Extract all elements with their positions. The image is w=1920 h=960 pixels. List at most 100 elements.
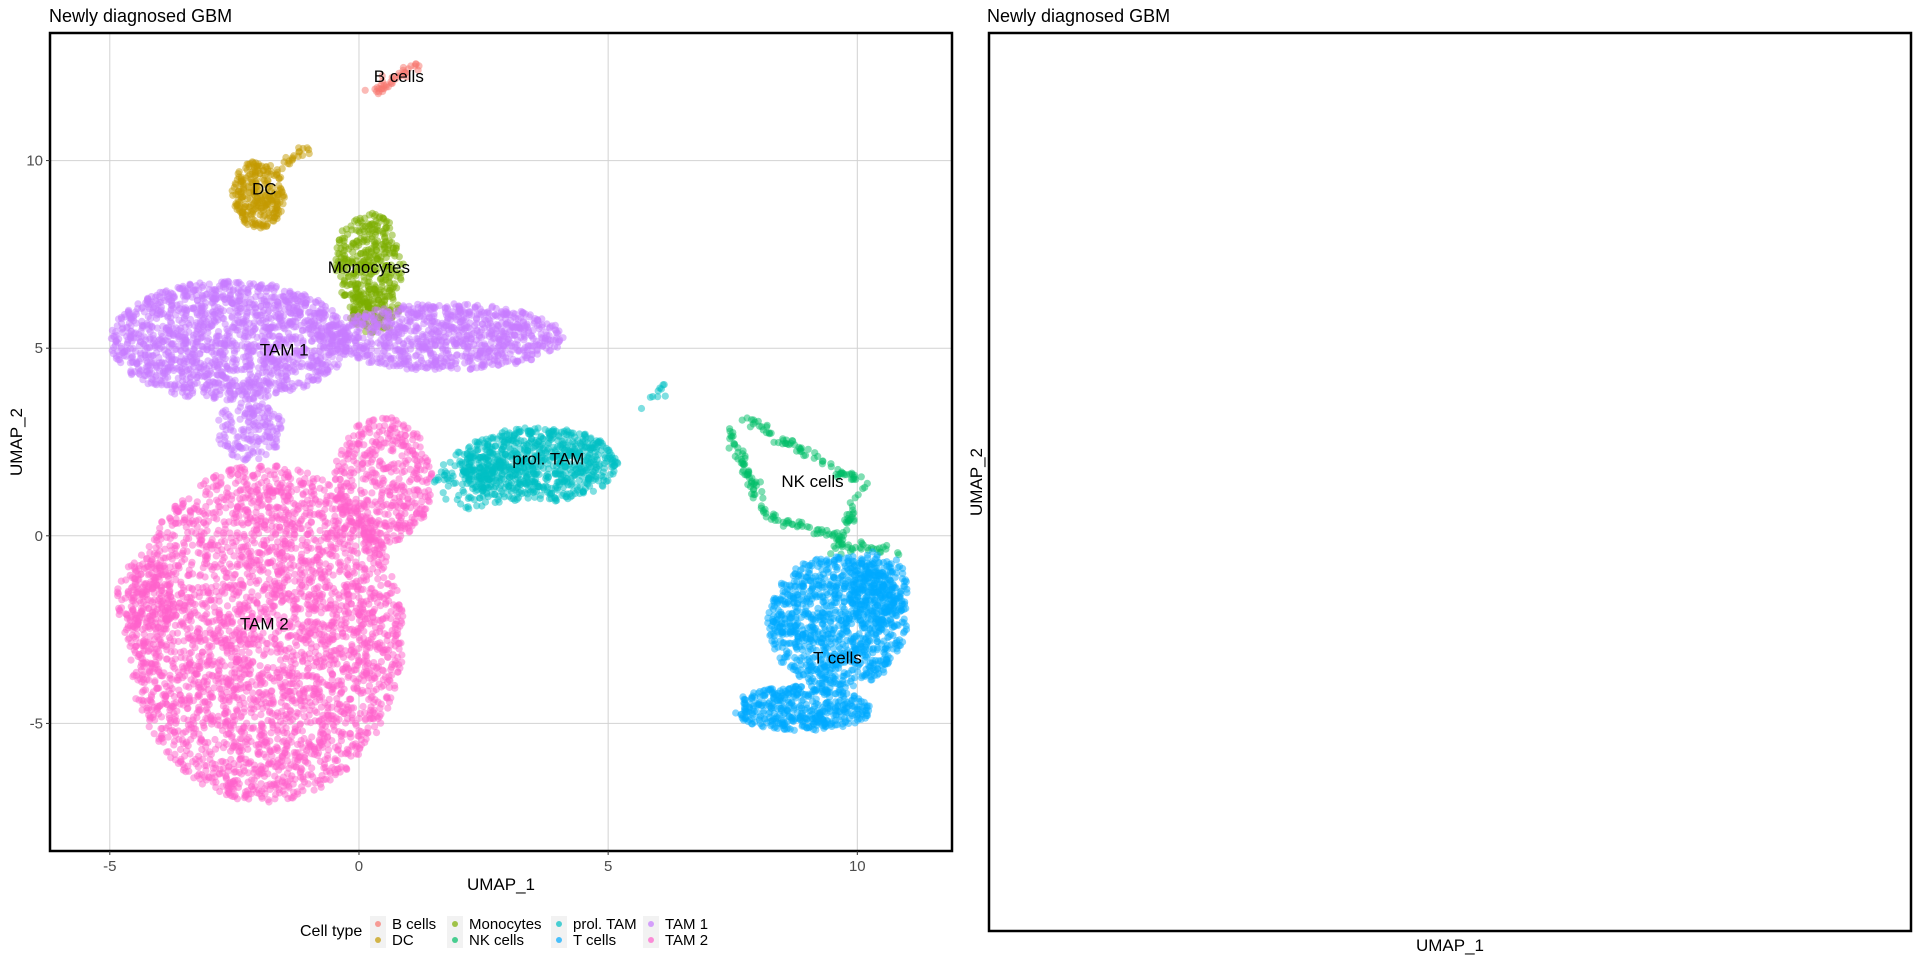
data-point xyxy=(277,423,285,431)
data-point xyxy=(521,344,529,352)
data-point xyxy=(198,291,206,299)
data-point xyxy=(328,590,336,598)
data-point xyxy=(414,363,422,371)
data-point xyxy=(381,360,389,368)
data-point xyxy=(308,337,316,345)
data-point xyxy=(251,219,260,227)
data-point xyxy=(252,308,260,317)
data-point xyxy=(320,313,328,321)
data-point xyxy=(533,350,542,358)
data-point xyxy=(220,360,228,368)
data-point xyxy=(340,234,349,242)
data-point xyxy=(190,286,198,294)
data-point xyxy=(411,352,419,360)
data-point xyxy=(247,341,255,349)
data-point xyxy=(161,554,170,562)
data-point xyxy=(274,372,282,380)
data-point xyxy=(253,194,261,202)
data-point xyxy=(262,314,270,323)
data-point xyxy=(234,407,242,415)
data-point xyxy=(174,637,182,646)
data-point xyxy=(127,371,136,379)
data-point xyxy=(270,441,278,449)
data-point xyxy=(227,445,235,453)
data-point xyxy=(244,451,252,459)
data-point xyxy=(284,364,292,372)
data-point xyxy=(254,160,262,168)
data-point xyxy=(368,261,376,269)
data-point xyxy=(158,343,166,351)
data-point xyxy=(471,303,479,311)
data-point xyxy=(410,327,419,335)
data-point xyxy=(215,282,223,290)
data-point xyxy=(271,301,279,309)
data-point xyxy=(189,387,197,395)
data-point xyxy=(224,389,232,397)
data-point xyxy=(210,393,218,401)
data-point xyxy=(218,409,226,417)
data-point xyxy=(370,315,378,323)
data-point xyxy=(341,291,349,299)
data-point xyxy=(246,195,254,203)
data-point xyxy=(187,373,195,381)
data-point xyxy=(387,614,395,623)
panel1-title: Newly diagnosed GBM xyxy=(49,6,232,26)
data-point xyxy=(276,315,284,323)
data-point xyxy=(138,324,146,332)
data-point xyxy=(330,360,338,368)
data-point xyxy=(543,331,551,339)
data-point xyxy=(380,81,388,89)
data-point xyxy=(142,357,151,365)
data-point xyxy=(383,694,391,702)
data-point xyxy=(289,291,297,299)
data-point xyxy=(364,301,372,310)
data-point xyxy=(206,382,214,390)
data-point xyxy=(491,311,499,319)
data-point xyxy=(421,343,429,351)
data-point xyxy=(381,354,389,362)
data-point xyxy=(446,362,454,370)
data-point xyxy=(170,304,178,312)
data-point xyxy=(217,440,225,448)
data-point xyxy=(531,315,539,323)
data-point xyxy=(286,706,294,714)
data-point xyxy=(464,300,472,309)
data-point xyxy=(211,745,220,753)
data-point xyxy=(222,374,230,382)
data-point xyxy=(239,431,248,439)
data-point xyxy=(252,419,260,427)
data-point xyxy=(257,711,265,719)
data-point xyxy=(145,325,153,333)
data-point xyxy=(453,365,461,373)
data-point xyxy=(536,341,544,349)
data-point xyxy=(247,445,255,453)
data-point xyxy=(356,292,364,300)
data-point xyxy=(427,361,435,369)
data-point xyxy=(393,362,401,370)
data-point xyxy=(280,383,288,392)
data-point xyxy=(363,352,371,360)
data-point xyxy=(198,283,206,291)
data-point xyxy=(303,144,311,152)
data-point xyxy=(352,216,360,224)
data-point xyxy=(168,388,176,396)
data-point xyxy=(385,279,393,287)
data-point xyxy=(362,258,370,266)
data-point xyxy=(180,715,188,723)
data-point xyxy=(261,393,269,401)
data-point xyxy=(220,738,228,747)
data-point xyxy=(503,321,512,329)
data-point xyxy=(153,291,161,299)
data-point xyxy=(488,360,496,368)
data-point xyxy=(529,335,537,343)
data-point xyxy=(349,248,357,256)
data-point xyxy=(185,365,193,373)
data-point xyxy=(128,337,136,345)
data-point xyxy=(453,326,461,335)
data-point xyxy=(245,303,253,312)
data-point xyxy=(127,656,135,664)
data-point xyxy=(441,304,449,312)
data-point xyxy=(367,323,375,332)
data-point xyxy=(155,359,163,367)
data-point xyxy=(551,321,559,329)
